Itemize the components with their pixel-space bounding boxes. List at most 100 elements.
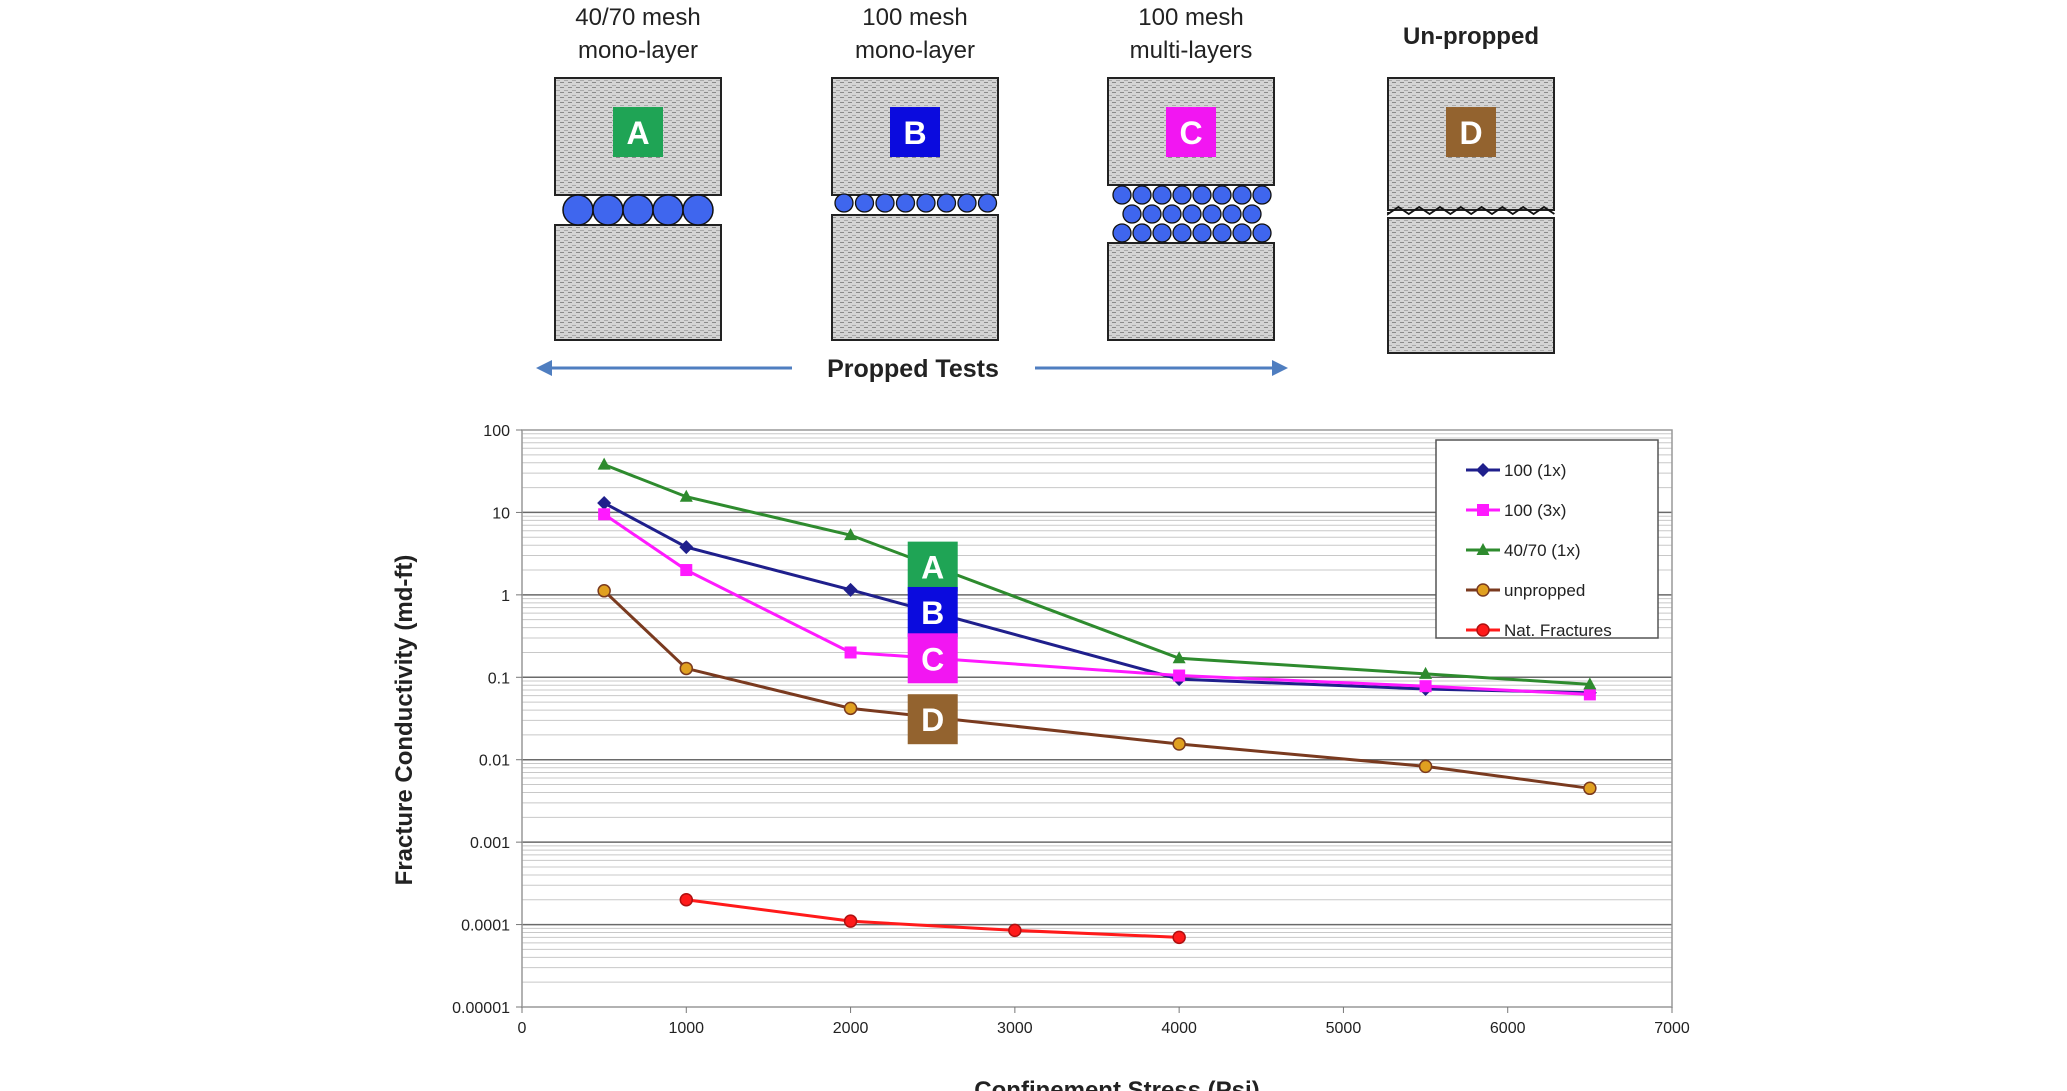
proppant-grain [916,193,936,213]
proppant-grain [834,193,854,213]
x-tick-label: 7000 [1654,1020,1690,1037]
data-point [1476,463,1490,477]
schematic-c: 100 mesh multi-layers C [1107,4,1275,341]
data-point [844,528,858,541]
proppant-grain [1152,185,1172,205]
proppant-grain [895,193,916,213]
series-line [603,513,1590,696]
schematic-a: 40/70 mesh mono-layer A [554,4,722,341]
x-tick-label: 6000 [1490,1020,1526,1037]
schematic-letter: B [903,115,926,151]
y-tick-label: 10 [492,505,510,522]
data-point [597,584,611,598]
series-3 [597,584,1597,796]
series-line [686,898,1180,939]
proppant-grain [875,193,895,213]
schematic-top-label: 40/70 mesh [575,4,700,31]
legend-box [1435,439,1659,639]
data-point [1583,688,1596,701]
annotation-box [907,586,958,637]
data-point [1477,504,1489,516]
proppant-grain [1182,204,1202,224]
legend-entry: 100 (1x) [1466,461,1566,480]
proppant-grain [1252,223,1272,243]
fracture-surface [1387,205,1555,216]
rock-lower-block [831,214,999,341]
data-point [597,457,611,470]
y-tick-label: 0.00001 [452,1000,510,1017]
schematic-letter: A [626,115,649,151]
annotation-letter: C [921,641,944,677]
x-tick-label: 3000 [997,1020,1033,1037]
series-line [603,463,1590,686]
x-tick-labels: 0 1000 2000 3000 4000 5000 6000 7000 [518,1007,1690,1037]
series-lines [597,457,1597,945]
proppant-grain [1232,185,1252,205]
y-tick-labels: 0.00001 0.0001 0.001 0.01 0.1 1 10 100 [452,423,522,1017]
proppant-grain [1122,204,1142,224]
series-4 [679,893,1186,945]
data-point [1476,543,1490,555]
x-axis-label: Confinement Stress (Psi) [974,1077,1259,1091]
propped-tests-label: Propped Tests [827,355,999,383]
y-tick-label: 0.01 [479,753,510,770]
data-point [1476,583,1490,597]
legend-entry: Nat. Fractures [1466,621,1612,640]
data-point [598,508,611,521]
proppant-grain [1142,204,1162,224]
legend-entry: 40/70 (1x) [1466,541,1581,560]
proppant-grain [1132,185,1152,205]
proppant-grain [652,194,684,226]
schematic-letter-box [613,107,663,157]
proppant-grain [1192,185,1212,205]
schematic-letter-box [1446,107,1496,157]
data-point [1008,923,1022,938]
y-axis-label: Fracture Conductivity (md-ft) [391,555,418,886]
proppant-grain [1222,204,1242,224]
legend-label: 100 (1x) [1504,461,1566,480]
proppant-grain [1252,185,1272,205]
series-2 [597,457,1597,690]
data-point [597,496,612,511]
x-tick-label: 0 [518,1020,527,1037]
proppant-grain [1212,185,1232,205]
legend: 100 (1x) 100 (3x) 40/70 (1x) unpropped Nat. … [1435,439,1659,640]
annotation-box [907,541,958,592]
proppant-grain [1162,204,1182,224]
propped-tests-arrow: Propped Tests [536,355,1288,383]
rock-lower-block [554,224,722,341]
data-point [680,564,693,577]
data-point [1173,669,1186,682]
proppant-grain [936,193,957,213]
legend-label: unpropped [1504,581,1585,600]
proppant-grain [1152,223,1172,243]
data-point [1583,781,1597,796]
legend-entry: 100 (3x) [1466,501,1566,520]
proppant-grain [562,194,594,226]
schematic-bottom-label: mono-layer [578,37,698,64]
proppant-grain [1132,223,1152,243]
proppant-grain [1172,223,1192,243]
proppant-grain [682,194,714,226]
annotation-letter: D [921,702,944,738]
arrow-right-head [1272,360,1288,376]
annotation-letter: B [921,595,944,631]
schematic-d: Un-propped D [1387,23,1555,354]
y-tick-label: 0.1 [488,670,510,687]
data-point [679,489,693,502]
annotation-letter: A [921,550,944,586]
schematic-top-label: 100 mesh [1138,4,1243,31]
proppant-grain [854,193,875,213]
proppant-grain [957,193,977,213]
proppant-grain [622,194,654,226]
legend-entry: unpropped [1466,581,1585,600]
proppant-grain [977,193,998,213]
data-point [844,646,857,659]
x-tick-label: 1000 [668,1020,704,1037]
proppant-grain [1192,223,1212,243]
schematic-bottom-label: multi-layers [1130,37,1253,64]
schematic-letter-box [1166,107,1216,157]
data-point [1583,677,1597,690]
rock-lower-block [1387,217,1555,354]
